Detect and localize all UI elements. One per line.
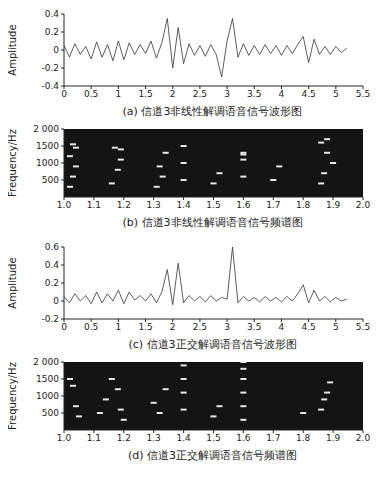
svg-text:2: 2 (170, 89, 176, 99)
svg-text:500: 500 (42, 175, 59, 185)
svg-text:1.0: 1.0 (57, 433, 72, 443)
svg-text:3: 3 (224, 89, 230, 99)
svg-text:Amplitude: Amplitude (8, 257, 18, 308)
svg-text:1.0: 1.0 (57, 200, 72, 210)
svg-text:1.3: 1.3 (147, 200, 161, 210)
svg-text:-0.4: -0.4 (41, 81, 59, 91)
html-text:(c) 信道3正交解调语音信号波形图: (c) 信道3正交解调语音信号波形图 (128, 338, 297, 351)
svg-text:5: 5 (333, 322, 339, 332)
svg-text:0: 0 (53, 45, 59, 55)
svg-text:1000: 1000 (36, 391, 59, 401)
svg-text:5.5: 5.5 (356, 322, 370, 332)
svg-text:0.2: 0.2 (45, 278, 59, 288)
svg-text:2.0: 2.0 (356, 433, 371, 443)
svg-text:4: 4 (279, 322, 285, 332)
svg-text:1.4: 1.4 (176, 433, 191, 443)
svg-text:2 000: 2 000 (33, 124, 59, 134)
svg-text:0.5: 0.5 (84, 89, 98, 99)
svg-text:1.3: 1.3 (147, 433, 161, 443)
svg-text:4.5: 4.5 (301, 322, 315, 332)
svg-text:1.1: 1.1 (87, 433, 101, 443)
svg-text:Frequency/Hz: Frequency/Hz (8, 129, 18, 197)
svg-text:1.6: 1.6 (236, 433, 251, 443)
svg-text:1.9: 1.9 (326, 433, 341, 443)
svg-text:1500: 1500 (36, 374, 59, 384)
svg-text:1.5: 1.5 (206, 433, 220, 443)
svg-text:1.8: 1.8 (296, 200, 311, 210)
svg-text:1.9: 1.9 (326, 200, 341, 210)
svg-text:1.7: 1.7 (266, 433, 280, 443)
svg-text:5.5: 5.5 (356, 89, 370, 99)
svg-text:5: 5 (333, 89, 339, 99)
svg-text:3.5: 3.5 (247, 89, 261, 99)
svg-text:0.4: 0.4 (45, 260, 60, 270)
html-text:(a) 信道3非线性解调语音信号波形图: (a) 信道3非线性解调语音信号波形图 (122, 105, 303, 118)
svg-text:1.7: 1.7 (266, 200, 280, 210)
svg-text:1.1: 1.1 (87, 200, 101, 210)
svg-text:3.5: 3.5 (247, 322, 261, 332)
svg-text:-0.2: -0.2 (41, 314, 59, 324)
svg-text:4: 4 (279, 89, 285, 99)
svg-text:1.2: 1.2 (117, 200, 131, 210)
svg-text:1.2: 1.2 (117, 433, 131, 443)
svg-text:1500: 1500 (36, 141, 59, 151)
svg-text:1: 1 (115, 322, 121, 332)
svg-text:1000: 1000 (36, 158, 59, 168)
svg-text:1.5: 1.5 (138, 89, 152, 99)
svg-text:Frequency/Hz: Frequency/Hz (8, 362, 18, 430)
svg-text:0.4: 0.4 (45, 9, 60, 19)
html-text:(d) 信道3正交解调语音信号频谱图: (d) 信道3正交解调语音信号频谱图 (128, 449, 297, 462)
svg-text:0.5: 0.5 (84, 322, 98, 332)
svg-text:0: 0 (61, 322, 67, 332)
svg-text:500: 500 (42, 408, 59, 418)
svg-text:-0.2: -0.2 (41, 63, 59, 73)
svg-text:4.5: 4.5 (301, 89, 315, 99)
svg-text:1.6: 1.6 (236, 200, 251, 210)
svg-text:1.5: 1.5 (138, 322, 152, 332)
svg-text:0: 0 (61, 89, 67, 99)
svg-text:1.8: 1.8 (296, 433, 311, 443)
svg-text:0.6: 0.6 (45, 242, 60, 252)
svg-text:0.2: 0.2 (45, 27, 59, 37)
svg-text:3: 3 (224, 322, 230, 332)
svg-text:2.5: 2.5 (193, 322, 207, 332)
svg-text:Amplitude: Amplitude (8, 24, 18, 75)
svg-text:1: 1 (115, 89, 121, 99)
svg-text:1.5: 1.5 (206, 200, 220, 210)
svg-text:2 000: 2 000 (33, 357, 59, 367)
svg-text:1.4: 1.4 (176, 200, 191, 210)
html-text:(b) 信道3非线性解调语音信号频谱图: (b) 信道3非线性解调语音信号频谱图 (122, 216, 303, 229)
svg-text:0: 0 (53, 296, 59, 306)
svg-text:2.5: 2.5 (193, 89, 207, 99)
svg-text:2: 2 (170, 322, 176, 332)
svg-text:2.0: 2.0 (356, 200, 371, 210)
